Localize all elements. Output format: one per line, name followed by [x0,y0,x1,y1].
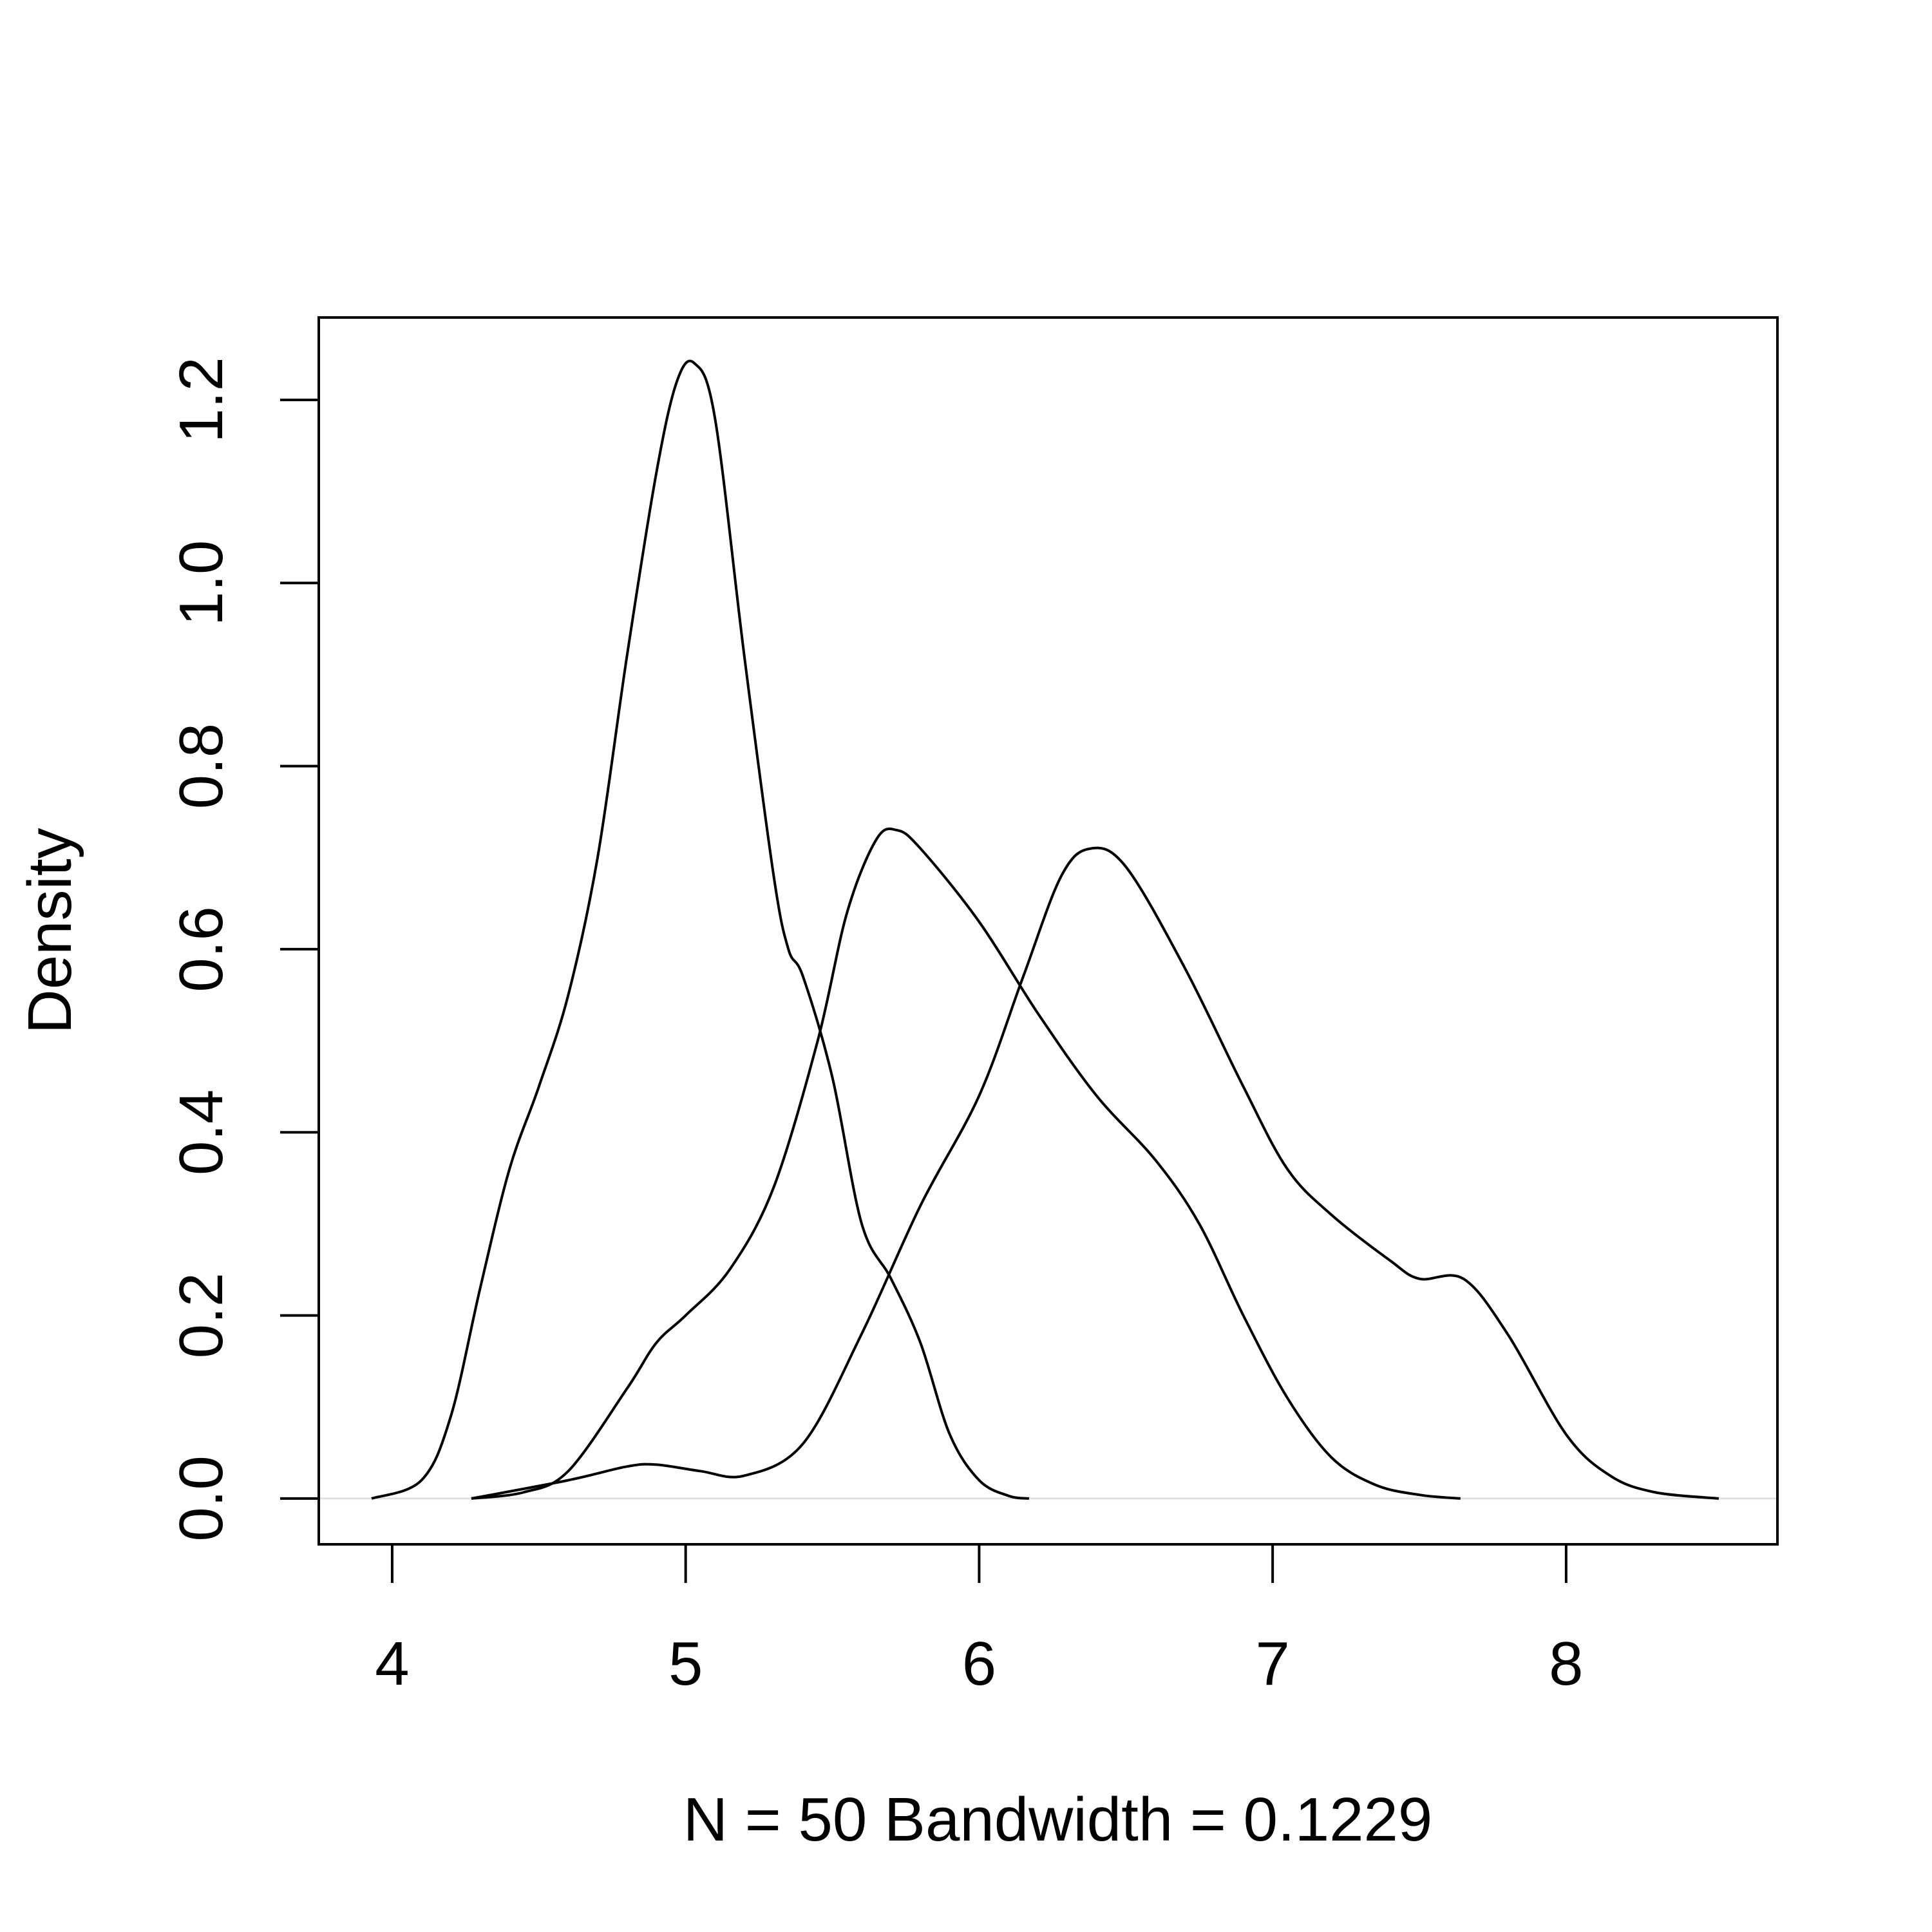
density-curve-3 [471,846,1719,1500]
y-tick-label: 0.4 [167,1090,236,1175]
density-curve-1 [371,359,1030,1500]
y-axis: 0.0 0.2 0.4 0.6 0.8 1.0 1.2 [167,357,320,1542]
x-tick-label: 7 [1255,1629,1289,1698]
x-tick-label: 8 [1549,1629,1583,1698]
density-curve-2 [471,827,1461,1500]
y-tick-label: 0.0 [167,1455,236,1541]
density-curves [371,359,1719,1500]
x-tick-label: 4 [375,1629,409,1698]
x-tick-label: 6 [962,1629,996,1698]
y-tick-label: 1.2 [167,357,236,442]
x-axis: 4 5 6 7 8 [375,1543,1584,1698]
y-axis-title: Density [15,828,84,1034]
y-tick-label: 1.0 [167,540,236,626]
y-tick-label: 0.6 [167,906,236,992]
y-tick-label: 0.8 [167,723,236,809]
y-tick-label: 0.2 [167,1273,236,1358]
x-axis-title: N = 50 Bandwidth = 0.1229 [683,1785,1433,1854]
plot-frame [317,316,1779,1546]
x-tick-label: 5 [668,1629,703,1698]
